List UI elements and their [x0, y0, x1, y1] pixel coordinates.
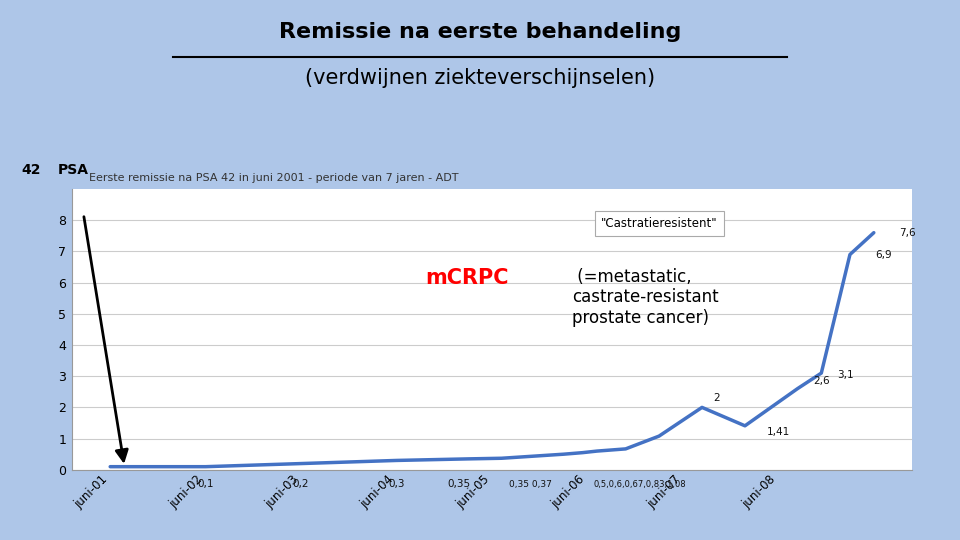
Text: 42: 42 — [21, 163, 40, 177]
Text: 0,5,0,6,0,67,0,83,1,08: 0,5,0,6,0,67,0,83,1,08 — [593, 480, 686, 489]
Text: 2,6: 2,6 — [813, 376, 829, 386]
Text: 6,9: 6,9 — [876, 249, 892, 260]
Text: 1,41: 1,41 — [767, 428, 790, 437]
Text: 0,2: 0,2 — [293, 479, 309, 489]
Text: Eerste remissie na PSA 42 in juni 2001 - periode van 7 jaren - ADT: Eerste remissie na PSA 42 in juni 2001 -… — [88, 173, 458, 184]
Text: 3,1: 3,1 — [837, 370, 853, 380]
Text: 0,3: 0,3 — [388, 479, 405, 489]
Text: "Castratieresistent": "Castratieresistent" — [601, 217, 718, 230]
Text: 0,35 0,37: 0,35 0,37 — [509, 480, 552, 489]
Text: 0,35: 0,35 — [447, 479, 470, 489]
Text: 7,6: 7,6 — [899, 228, 916, 238]
Text: 2: 2 — [713, 393, 720, 403]
Text: PSA: PSA — [58, 163, 88, 177]
Text: mCRPC: mCRPC — [424, 268, 508, 288]
Text: (=metastatic,
castrate-resistant
prostate cancer): (=metastatic, castrate-resistant prostat… — [572, 268, 718, 327]
Text: 0,1: 0,1 — [198, 479, 214, 489]
Text: Remissie na eerste behandeling: Remissie na eerste behandeling — [278, 22, 682, 42]
Text: (verdwijnen ziekteverschijnselen): (verdwijnen ziekteverschijnselen) — [305, 68, 655, 87]
